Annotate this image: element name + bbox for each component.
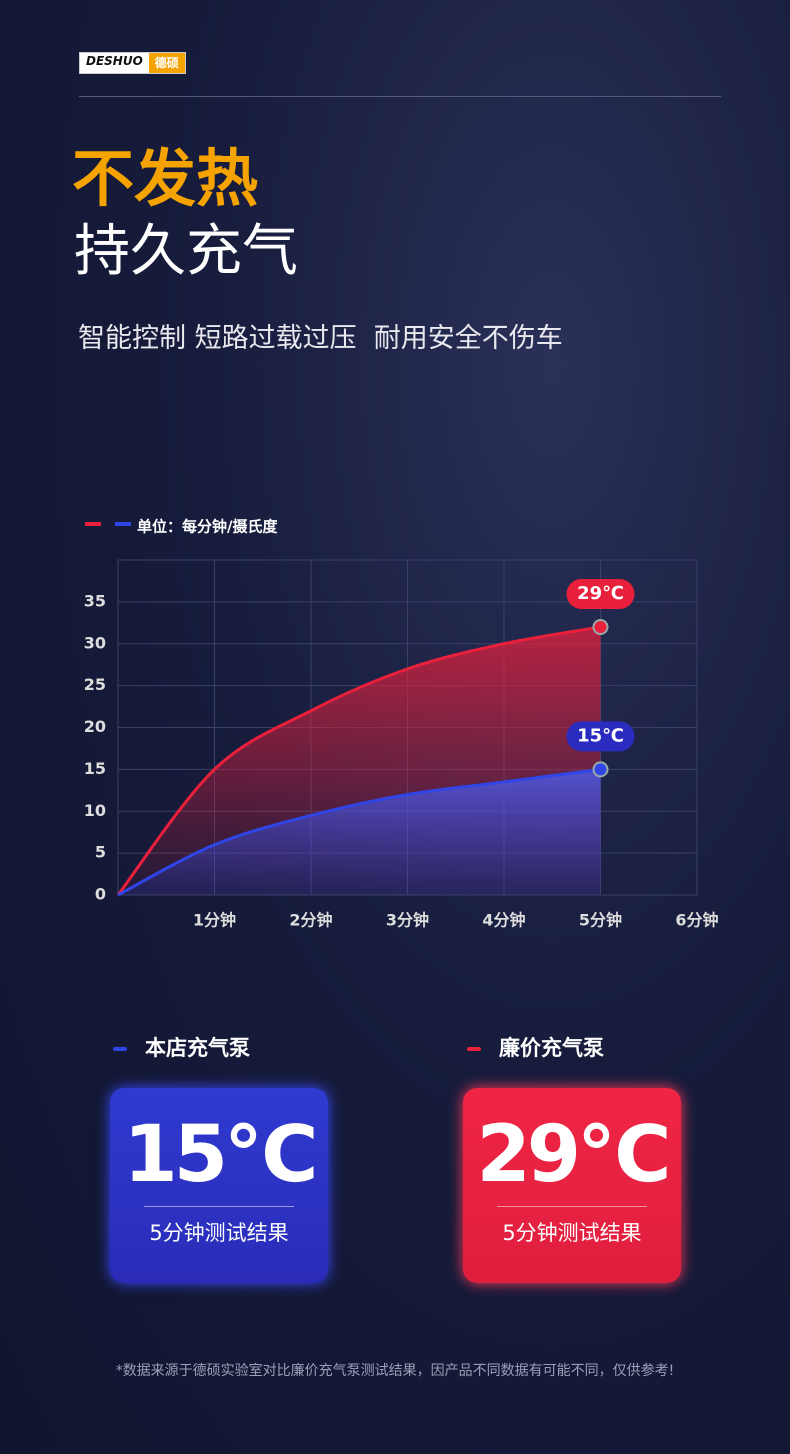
footnote: *数据来源于德硕实验室对比廉价充气泵测试结果，因产品不同数据有可能不同，仅供参考… (115, 1363, 675, 1379)
line (117, 767, 601, 897)
chart: 单位：每分钟/摄氏度 0 5 10 15 20 25 30 35 1分钟 2分钟 3分钟 4分钟 5分钟… (84, 518, 719, 930)
legend-swatch (115, 522, 131, 526)
y-tick-label: 15 (84, 759, 106, 778)
y-tick-label: 10 (84, 801, 106, 820)
line (116, 625, 601, 896)
end-label-bg (566, 579, 635, 609)
card-caption: 5分钟测试结果 (149, 1221, 289, 1245)
tagline: 智能控制 短路过载过压 耐用安全不伤车 (78, 323, 563, 354)
legend-text: 廉价充气泵 (499, 1036, 604, 1060)
y-tick-label: 35 (84, 591, 106, 610)
end-label-bg (566, 721, 635, 752)
x-tick-label: 4分钟 (482, 911, 525, 930)
y-tick-label: 0 (95, 885, 106, 904)
end-point (592, 761, 609, 778)
legend-swatch (85, 522, 101, 526)
y-tick-label: 25 (84, 675, 106, 694)
y-tick-label: 20 (84, 717, 106, 736)
divider (79, 96, 721, 97)
x-tick-label: 5分钟 (579, 911, 622, 930)
x-tick-label: 1分钟 (193, 911, 236, 930)
legend-text: 本店充气泵 (145, 1036, 250, 1060)
x-tick-label: 3分钟 (386, 911, 429, 930)
card-value: 15℃ (123, 1110, 319, 1200)
logo-text: DESHUO (80, 53, 149, 73)
end-label: 15℃ (577, 725, 624, 746)
y-tick-label: 30 (84, 633, 106, 652)
headline: 不发热 (72, 142, 259, 215)
brand-name: 德硕 (148, 53, 185, 73)
x-tick-label: 6分钟 (675, 911, 718, 930)
logo: DESHUO 德硕 (79, 52, 186, 74)
card: 29℃ 5分钟测试结果 (463, 1088, 681, 1283)
x-tick-label: 2分钟 (289, 911, 332, 930)
end-point (592, 619, 609, 635)
card-caption: 5分钟测试结果 (502, 1221, 642, 1245)
card-value: 29℃ (476, 1110, 672, 1200)
legend-item: 本店充气泵 (113, 1032, 250, 1062)
legend-item: 廉价充气泵 (467, 1032, 604, 1062)
unit-label: 单位：每分钟/摄氏度 (137, 518, 278, 536)
y-tick-label: 5 (95, 843, 106, 862)
area (118, 769, 601, 895)
subheadline: 持久充气 (74, 219, 298, 284)
end-label: 29℃ (577, 583, 624, 604)
card: 15℃ 5分钟测试结果 (110, 1088, 328, 1283)
